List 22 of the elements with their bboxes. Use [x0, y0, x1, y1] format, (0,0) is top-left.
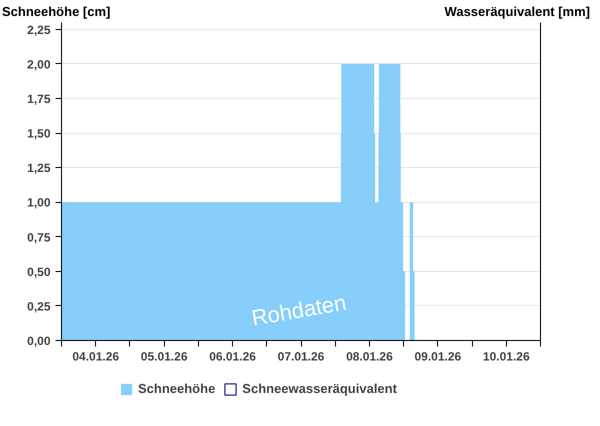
- x-tick-label: 05.01.26: [140, 350, 188, 364]
- y-tick-label: 0,00: [27, 334, 51, 348]
- y-tick-label: 2,25: [27, 22, 51, 37]
- y-tick-label: 0,25: [27, 299, 51, 314]
- y-tick-label: 2,00: [27, 57, 51, 72]
- x-tick-label: 07.01.26: [278, 350, 325, 364]
- y-tick-label: 0,75: [27, 230, 51, 244]
- y-tick-label: 1,75: [27, 92, 51, 106]
- y2-axis-title: Wasseräquivalent [mm]: [444, 3, 590, 21]
- y-tick-label: 0,50: [27, 264, 51, 279]
- legend-label: Schneehöhe: [138, 381, 216, 396]
- x-tick-label: 06.01.26: [209, 350, 256, 364]
- y-tick-label: 1,25: [27, 161, 51, 176]
- annotation: Rohdaten: [250, 290, 348, 331]
- x-tick-label: 08.01.26: [346, 350, 394, 364]
- x-tick-label: 10.01.26: [482, 350, 530, 364]
- y-tick-label: 1,00: [27, 196, 51, 210]
- x-tick-label: 04.01.26: [72, 350, 120, 364]
- y-tick-label: 1,50: [27, 126, 51, 141]
- y-axis-title: Schneehöhe [cm]: [2, 3, 110, 21]
- x-tick-label: 09.01.26: [414, 350, 462, 364]
- legend-label: Schneewasseräquivalent: [242, 381, 397, 396]
